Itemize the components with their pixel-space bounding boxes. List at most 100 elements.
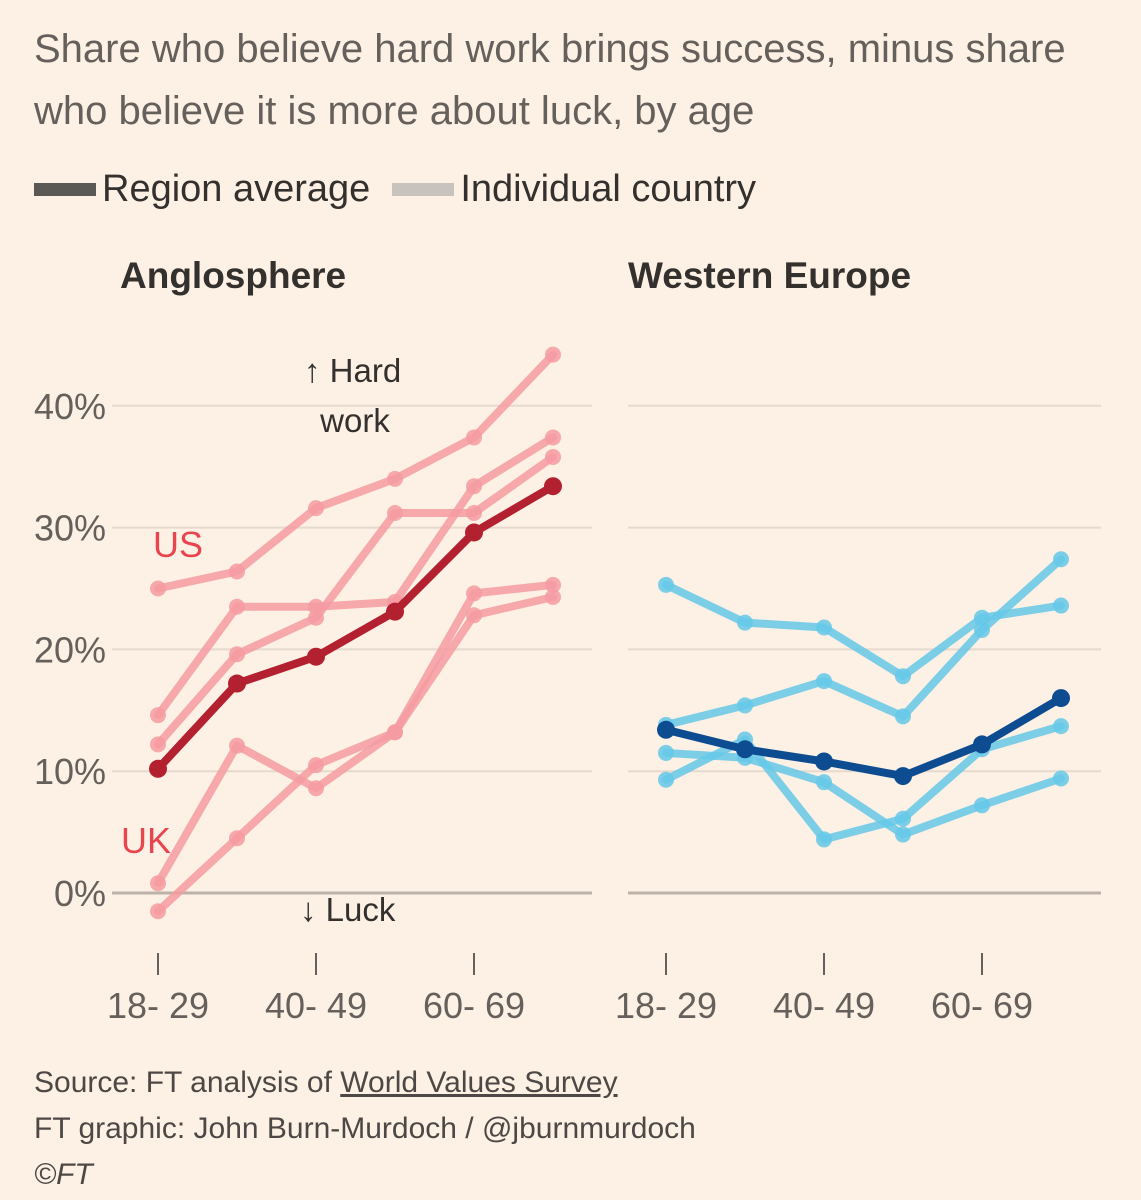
data-point-country [658,744,674,761]
data-point-country [308,500,324,517]
data-point-country [737,614,753,631]
data-point-country [658,771,674,788]
data-point-country [1053,597,1069,614]
series-line-country [662,748,1065,839]
copyright: ©FT [34,1158,93,1191]
data-point-country [895,708,911,725]
y-tick-label: 40% [34,386,106,427]
x-tick-label: 60- 69 [423,985,525,1026]
data-point-country [308,609,324,626]
data-point-average [386,602,404,621]
data-point-country [229,830,245,847]
data-point-country [387,724,403,741]
data-point-average [815,752,833,771]
panel-western-europe: Western Europe 18- 29 40- 49 60- 69 [615,255,1101,1026]
source-block: Source: FT analysis of World Values Surv… [34,1060,696,1198]
series-line-average [662,694,1065,781]
data-point-average [973,735,991,754]
legend-label-region-average: Region average [102,167,371,210]
data-point-average [1052,689,1070,708]
legend-swatch-region-average [34,182,96,196]
data-point-country [466,429,482,446]
data-point-average [228,674,246,693]
series-line-average [154,482,557,773]
data-point-country [466,585,482,602]
legend-swatch-individual-country [392,182,455,196]
series-line-country [154,593,557,916]
data-point-average [894,767,912,786]
y-tick-label: 0% [54,873,106,914]
y-tick-label: 10% [34,751,106,792]
data-point-country [895,826,911,843]
data-point-average [149,759,167,778]
series-line-country [154,580,557,888]
legend: Region average Individual country [34,164,778,214]
x-tick-label: 18- 29 [107,985,209,1026]
annotation: ↓ Luck [300,891,396,928]
data-point-country [466,504,482,521]
series-label-us: US [153,524,203,565]
data-point-country [466,607,482,624]
data-point-country [737,697,753,714]
data-point-country [229,563,245,580]
x-tick-label: 40- 49 [265,985,367,1026]
data-point-country [545,448,561,465]
series-line-country [154,452,557,749]
source-line: Source: FT analysis of World Values Surv… [34,1060,696,1106]
data-point-country [387,470,403,487]
data-point-country [816,619,832,636]
data-point-country [466,478,482,495]
data-point-country [229,598,245,615]
data-point-country [150,736,166,753]
data-point-country [816,673,832,690]
data-point-country [895,810,911,827]
source-link[interactable]: World Values Survey [340,1066,618,1099]
series-line-country [154,350,557,593]
legend-item-individual-country: Individual country [392,168,756,211]
chart-title: Share who believe hard work brings succe… [34,27,1066,133]
data-point-country [150,707,166,724]
data-point-average [307,647,325,666]
data-point-country [545,589,561,606]
source-prefix: Source: FT analysis of [34,1066,341,1099]
data-point-country [816,774,832,791]
annotation: ↑ Hard [304,352,401,389]
series-line-country [662,580,1065,681]
data-point-country [150,875,166,892]
data-point-country [1053,770,1069,787]
data-point-country [545,346,561,363]
data-point-country [308,757,324,774]
series-line-country [662,555,1065,729]
annotation: work [319,402,390,439]
data-point-country [974,621,990,638]
legend-item-region-average: Region average [34,168,370,211]
data-point-country [1053,718,1069,735]
series-line-country [154,433,557,720]
y-tick-label: 30% [34,508,106,549]
data-point-average [657,720,675,739]
data-point-country [150,580,166,597]
data-point-country [229,737,245,754]
chart-area: Anglosphere 0% 10% 20% 30% 40% 18- 29 40- 49 60-… [34,255,1101,1026]
x-tick-label: 60- 69 [931,985,1033,1026]
data-point-country [150,903,166,920]
data-point-country [895,668,911,685]
x-tick-label: 18- 29 [615,985,717,1026]
data-point-average [465,523,483,542]
data-point-country [1053,551,1069,568]
data-point-country [387,504,403,521]
data-point-country [658,576,674,593]
data-point-country [545,429,561,446]
data-point-country [545,576,561,593]
graphic-credit: FT graphic: John Burn-Murdoch / @jburnmu… [34,1112,696,1145]
y-tick-label: 20% [34,629,106,670]
series-label-uk: UK [121,820,171,861]
data-point-country [974,797,990,814]
legend-label-individual-country: Individual country [460,167,757,210]
data-point-average [544,477,562,496]
x-tick-label: 40- 49 [773,985,875,1026]
data-point-country [816,831,832,848]
panel-title-western-europe: Western Europe [628,255,911,296]
panel-anglosphere: Anglosphere 0% 10% 20% 30% 40% 18- 29 40- 49 60-… [34,255,592,1026]
data-point-country [308,780,324,797]
